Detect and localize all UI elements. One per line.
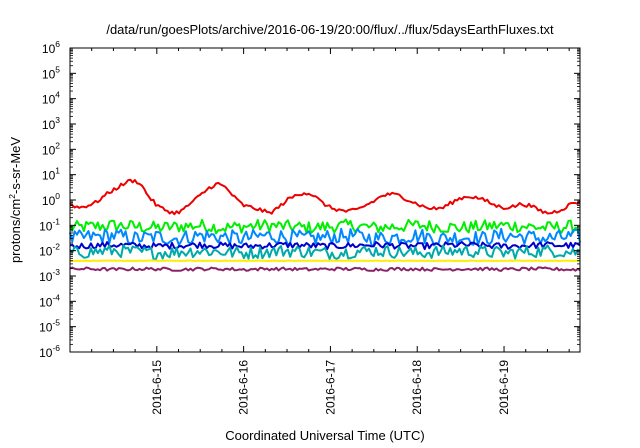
series-line-0 (69, 218, 581, 235)
x-tick-label-1: 2016-6-16 (237, 360, 251, 415)
x-tick-label-2: 2016-6-17 (323, 360, 337, 415)
plot-frame (69, 47, 581, 353)
x-tick-label-4: 2016-6-19 (497, 360, 511, 415)
y-tick-label-10: 104 (42, 90, 60, 107)
y-axis: 10-6 10-5 10-4 10-3 10-2 10-1 100 101 102 103 104 1… (39, 39, 580, 360)
y-tick-label-12: 106 (42, 39, 60, 56)
y-tick-label-1: 10-5 (39, 318, 60, 335)
y-tick-label-2: 10-4 (39, 292, 60, 309)
x-tick-label-0: 2016-6-15 (150, 360, 164, 415)
y-tick-label-8: 102 (42, 140, 60, 157)
y-tick-label-3: 10-3 (39, 267, 60, 284)
x-axis: 2016-6-15 2016-6-16 2016-6-17 2016-6-18 2016… (69, 48, 570, 415)
y-tick-label-11: 105 (42, 64, 60, 81)
y-tick-label-7: 101 (42, 166, 60, 183)
x-tick-label-3: 2016-6-18 (410, 360, 424, 415)
y-tick-label-0: 10-6 (39, 343, 60, 360)
series-line-4 (69, 259, 581, 262)
series-line-6 (69, 178, 581, 216)
y-tick-label-6: 100 (42, 191, 60, 208)
y-axis-label-pre: protons/cm (8, 199, 23, 263)
y-axis-label-sup: 2 (7, 194, 17, 199)
x-axis-label: Coordinated Universal Time (UTC) (225, 428, 424, 443)
chart-title: /data/run/goesPlots/archive/2016-06-19/2… (106, 22, 554, 37)
y-tick-label-9: 103 (42, 115, 60, 132)
y-tick-label-5: 10-1 (39, 216, 60, 233)
series-line-3 (69, 244, 581, 261)
y-tick-label-4: 10-2 (39, 242, 60, 259)
series-layer (69, 178, 581, 272)
y-axis-label-post: -s-sr-MeV (8, 137, 23, 194)
series-line-2 (69, 241, 581, 251)
series-line-1 (69, 227, 581, 247)
y-axis-label: protons/cm2-s-sr-MeV (7, 137, 23, 263)
series-line-5 (69, 266, 581, 272)
